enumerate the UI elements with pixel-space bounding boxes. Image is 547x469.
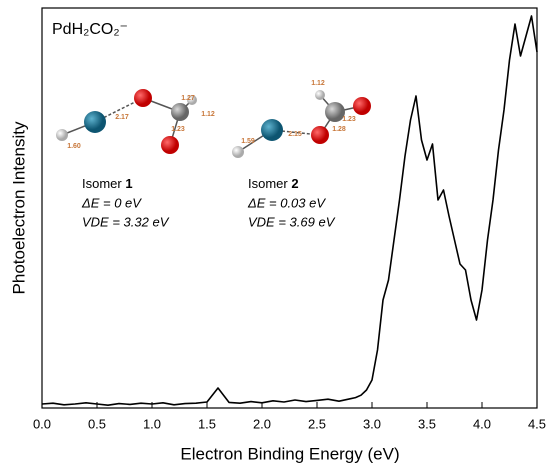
x-tick-label: 2.0 [253,416,271,431]
spectrum-line [42,16,537,405]
bond-length: 1.59 [241,138,255,145]
isomer-vde: VDE = 3.69 eV [248,214,336,229]
isomer-vde: VDE = 3.32 eV [82,214,170,229]
x-tick-label: 2.5 [308,416,326,431]
bond-length: 1.60 [67,143,81,150]
bond-length: 1.12 [201,111,215,118]
bond-length: 1.23 [171,126,185,133]
bond-length: 1.27 [181,95,195,102]
bond-length: 2.17 [115,114,129,121]
x-tick-label: 3.0 [363,416,381,431]
x-axis-title: Electron Binding Energy (eV) [180,444,399,463]
bond-length: 1.28 [332,126,346,133]
isomer-label: Isomer 2 [248,176,299,191]
chart-title: PdH₂CO₂⁻ [52,21,128,38]
x-tick-label: 4.0 [473,416,491,431]
bond-length: 2.15 [288,131,302,138]
x-tick-label: 0.5 [88,416,106,431]
x-tick-label: 1.0 [143,416,161,431]
x-tick-label: 1.5 [198,416,216,431]
chart: PdH₂CO₂⁻ Electron Binding Energy (eV) Ph… [0,0,547,469]
x-tick-label: 4.5 [528,416,546,431]
bond-length: 1.23 [342,116,356,123]
molecule-2 [232,90,371,158]
bond-length: 1.12 [311,80,325,87]
isomer-label: Isomer 1 [82,176,133,191]
x-tick-label: 3.5 [418,416,436,431]
isomer-delta-e: ΔE = 0 eV [81,195,142,210]
isomer-word: Isomer [248,176,291,191]
isomer-number: 1 [125,176,132,191]
isomer-delta-e: ΔE = 0.03 eV [247,195,326,210]
isomer-number: 2 [291,176,298,191]
x-tick-label: 0.0 [33,416,51,431]
y-axis-title: Photoelectron Intensity [9,121,28,294]
isomer-word: Isomer [82,176,125,191]
